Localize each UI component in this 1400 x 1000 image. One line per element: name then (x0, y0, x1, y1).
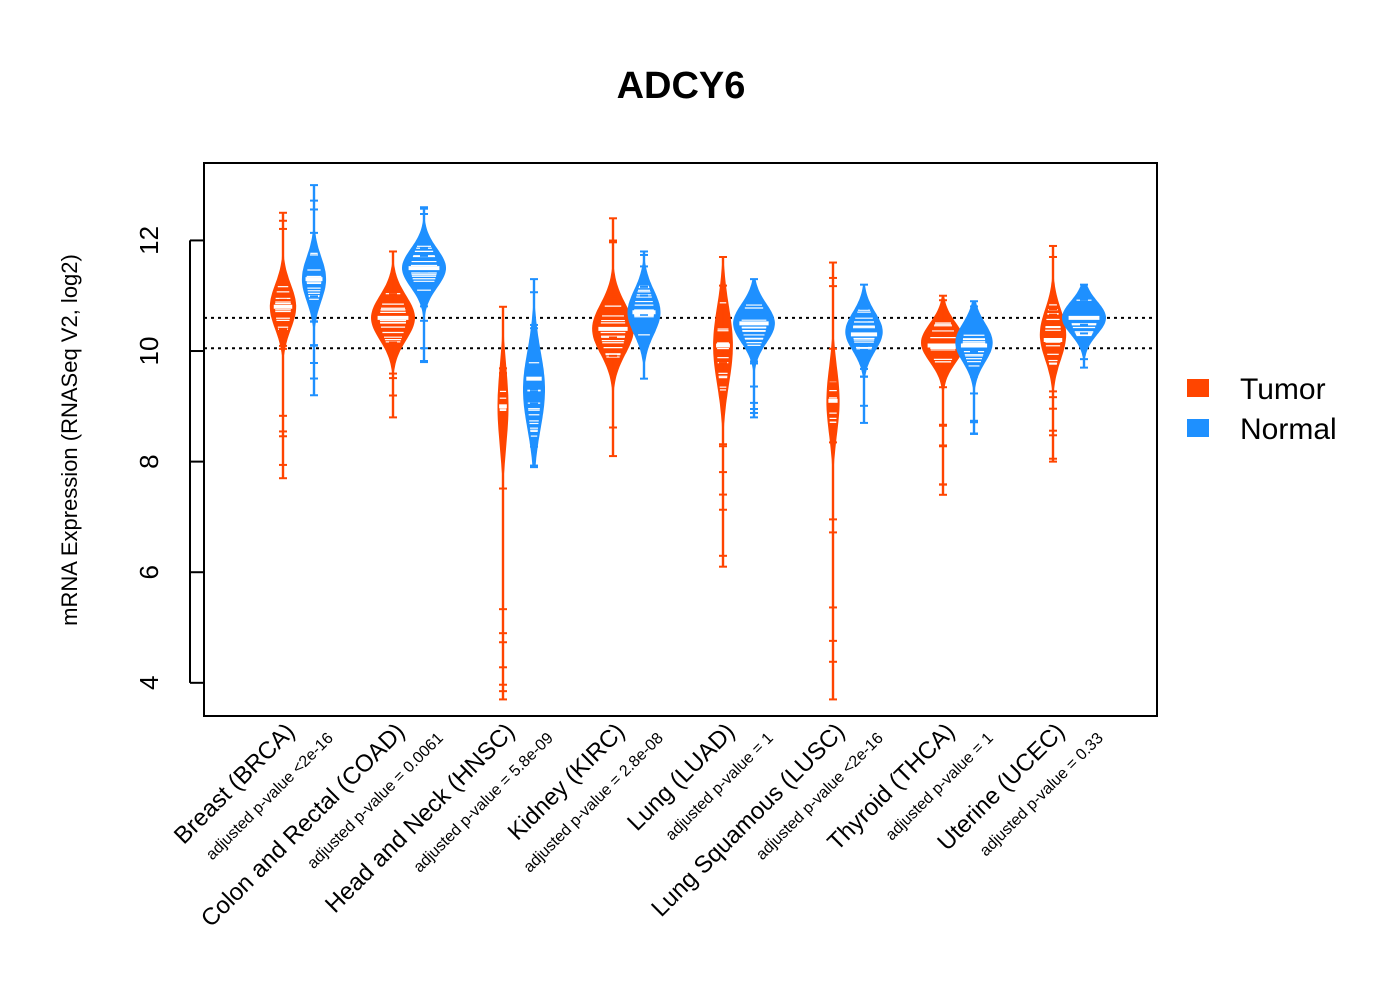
legend-swatch (1187, 419, 1209, 437)
y-tick-label: 6 (134, 565, 164, 579)
y-tick-label: 8 (134, 454, 164, 468)
legend-label: Tumor (1240, 373, 1326, 406)
legend-swatch (1187, 379, 1209, 397)
chart-title: ADCY6 (617, 65, 746, 107)
legend-label: Normal (1240, 413, 1337, 446)
y-tick-label: 12 (134, 226, 164, 255)
plot-frame (203, 162, 1158, 717)
legend: Tumor Normal (1187, 373, 1337, 446)
y-tick-label: 4 (134, 676, 164, 690)
y-axis-label: mRNA Expression (RNASeq V2, log2) (57, 254, 82, 626)
y-tick-label: 10 (134, 337, 164, 366)
